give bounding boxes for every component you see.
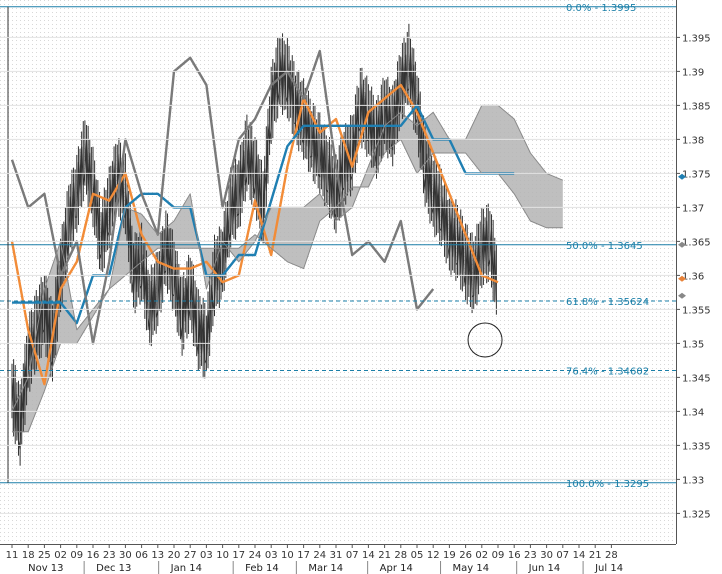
y-tick-label: 1.325: [682, 509, 711, 520]
x-tick-label: 30: [540, 550, 553, 561]
price-marker: [678, 241, 686, 248]
x-tick-label: 07: [556, 550, 569, 561]
y-tick-label: 1.355: [682, 305, 711, 316]
x-tick-label: 17: [297, 550, 310, 561]
y-tick-label: 1.345: [682, 373, 711, 384]
x-tick-label: 28: [394, 550, 407, 561]
x-tick-label: 11: [6, 550, 19, 561]
time-axis: 11 18 25 02 09 16 23 30 06 13 20 27 03 10 17 24 03 10 17 24…: [6, 544, 623, 574]
y-tick-label: 1.33: [682, 475, 704, 486]
month-label: Feb 14: [245, 563, 279, 574]
y-tick-label: 1.36: [682, 271, 704, 282]
annotations: [467, 173, 686, 358]
price-marker: [678, 275, 686, 282]
x-tick-label: 09: [70, 550, 83, 561]
x-tick-label: 03: [200, 550, 213, 561]
ichimoku-cloud: [12, 105, 563, 432]
month-label: Dec 13: [96, 563, 131, 574]
month-label: Mar 14: [308, 563, 343, 574]
y-tick-label: 1.385: [682, 101, 711, 112]
x-tick-label: 28: [605, 550, 618, 561]
x-tick-label: 02: [475, 550, 488, 561]
x-tick-label: 07: [346, 550, 359, 561]
price-line: [11, 52, 497, 450]
x-tick-label: 05: [411, 550, 424, 561]
fib-level-label: 50.0% - 1.3645: [566, 241, 643, 252]
x-tick-label: 21: [378, 550, 391, 561]
x-tick-label: 06: [135, 550, 148, 561]
x-tick-label: 03: [265, 550, 278, 561]
x-tick-label: 20: [168, 550, 181, 561]
x-tick-label: 26: [459, 550, 472, 561]
x-tick-label: 27: [184, 550, 197, 561]
cloud-area: [12, 105, 563, 432]
x-tick-label: 14: [573, 550, 586, 561]
x-tick-label: 02: [54, 550, 67, 561]
tenkan-line: [10, 83, 499, 386]
x-tick-label: 12: [427, 550, 440, 561]
fib-level-label: 0.0% - 1.3995: [566, 3, 636, 14]
y-tick-label: 1.34: [682, 407, 704, 418]
fib-level-label: 76.4% - 1.34602: [566, 366, 649, 377]
x-tick-label: 31: [330, 550, 343, 561]
x-tick-label: 25: [38, 550, 51, 561]
x-tick-label: 18: [22, 550, 35, 561]
x-tick-label: 13: [151, 550, 164, 561]
x-tick-label: 10: [281, 550, 294, 561]
span_b-line: [12, 138, 563, 433]
y-tick-label: 1.35: [682, 339, 704, 350]
month-label: May 14: [453, 563, 490, 574]
x-tick-label: 16: [508, 550, 521, 561]
y-tick-label: 1.375: [682, 169, 711, 180]
x-tick-label: 24: [313, 550, 326, 561]
month-label: Jun 14: [528, 563, 561, 574]
fibonacci-levels: 0.0% - 1.3995 50.0% - 1.3645 61.8% - 1.356…: [0, 3, 676, 490]
price-marker: [678, 292, 686, 299]
x-tick-label: 30: [119, 550, 132, 561]
x-tick-label: 21: [589, 550, 602, 561]
y-tick-label: 1.37: [682, 203, 704, 214]
price-marker: [678, 173, 686, 180]
y-tick-label: 1.335: [682, 441, 711, 452]
x-tick-label: 19: [443, 550, 456, 561]
y-tick-label: 1.39: [682, 67, 704, 78]
x-tick-label: 23: [103, 550, 116, 561]
x-tick-label: 10: [216, 550, 229, 561]
price-axis: 1.325 1.33 1.335 1.34 1.345 1.35 1.355 1.36 1.36…: [0, 33, 711, 520]
highlight-circle: [467, 322, 503, 358]
month-label: Jul 14: [594, 563, 623, 574]
x-tick-label: 16: [87, 550, 100, 561]
fib-level-label: 61.8% - 1.35624: [566, 297, 649, 308]
y-tick-label: 1.38: [682, 135, 704, 146]
x-tick-label: 09: [492, 550, 505, 561]
plot-background: [0, 0, 676, 544]
y-tick-label: 1.365: [682, 237, 711, 248]
month-label: Nov 13: [28, 563, 63, 574]
fib-level-label: 100.0% - 1.3295: [566, 479, 649, 490]
month-label: Apr 14: [380, 563, 413, 574]
x-tick-label: 17: [232, 550, 245, 561]
month-label: Jan 14: [170, 563, 202, 574]
x-tick-label: 24: [249, 550, 262, 561]
x-tick-label: 23: [524, 550, 537, 561]
x-tick-label: 14: [362, 550, 375, 561]
y-tick-label: 1.395: [682, 33, 711, 44]
